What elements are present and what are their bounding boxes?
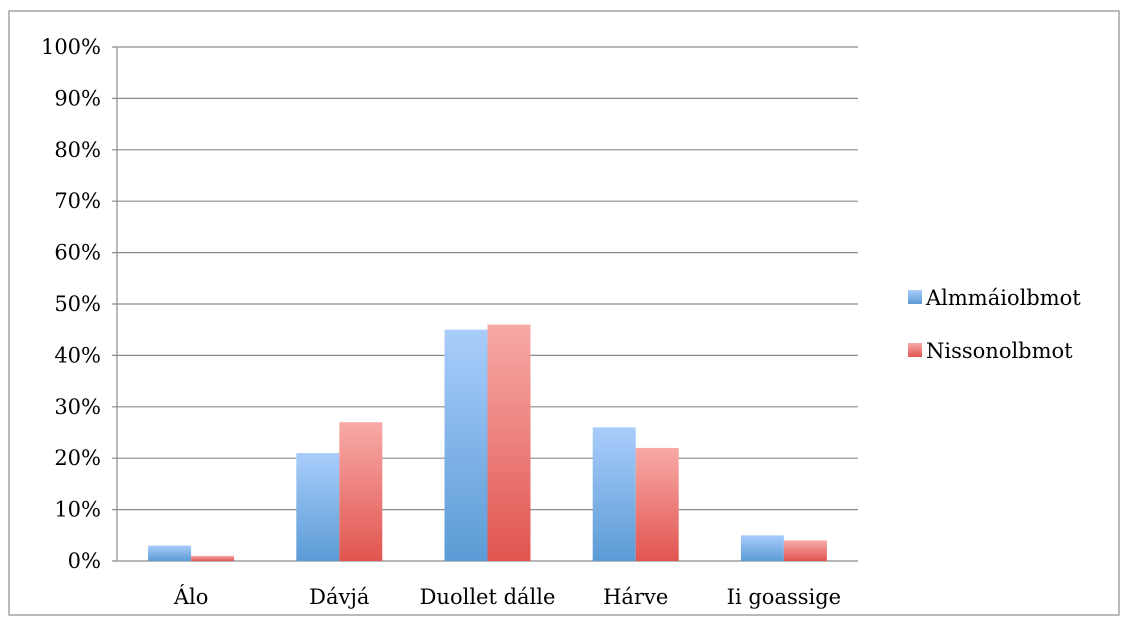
y-tick-label: 80% <box>54 138 101 162</box>
y-tick-label: 30% <box>54 395 101 419</box>
y-tick-label: 70% <box>54 189 101 213</box>
y-tick-label: 40% <box>54 343 101 367</box>
axes: 0% 10% 20% 30% 40% 50% 60% 70% 80% 90% 100% Álo Dávj… <box>41 35 841 609</box>
legend-label: Almmáiolbmot <box>925 286 1081 310</box>
y-tick-label: 20% <box>54 446 101 470</box>
y-tick-label: 10% <box>54 498 101 522</box>
y-tick-label: 100% <box>41 35 101 59</box>
legend: Almmáiolbmot Nissonolbmot <box>908 286 1081 363</box>
bars <box>148 324 827 561</box>
legend-swatch <box>908 290 922 304</box>
bar-nissonolbmot-0 <box>191 555 235 561</box>
bar-almmáiolbmot-1 <box>296 453 340 561</box>
x-tick-label: Álo <box>173 585 209 609</box>
y-tick-label: 60% <box>54 241 101 265</box>
chart-border <box>8 10 1120 616</box>
bar-almmáiolbmot-3 <box>592 427 636 561</box>
bar-almmáiolbmot-4 <box>740 535 784 561</box>
bar-nissonolbmot-3 <box>635 447 679 561</box>
x-tick-label: Ii goassige <box>727 585 841 609</box>
x-tick-label: Hárve <box>603 585 668 609</box>
x-tick-label: Duollet dálle <box>420 585 556 609</box>
bar-nissonolbmot-4 <box>783 540 827 561</box>
bar-almmáiolbmot-2 <box>444 329 488 561</box>
y-tick-label: 50% <box>54 292 101 316</box>
y-tick-label: 90% <box>54 86 101 110</box>
bar-almmáiolbmot-0 <box>148 545 192 561</box>
y-tick-label: 0% <box>68 549 101 573</box>
legend-swatch <box>908 343 922 357</box>
bar-nissonolbmot-2 <box>487 324 531 561</box>
legend-label: Nissonolbmot <box>926 339 1073 363</box>
x-tick-label: Dávjá <box>309 585 369 609</box>
bar-nissonolbmot-1 <box>339 422 383 561</box>
